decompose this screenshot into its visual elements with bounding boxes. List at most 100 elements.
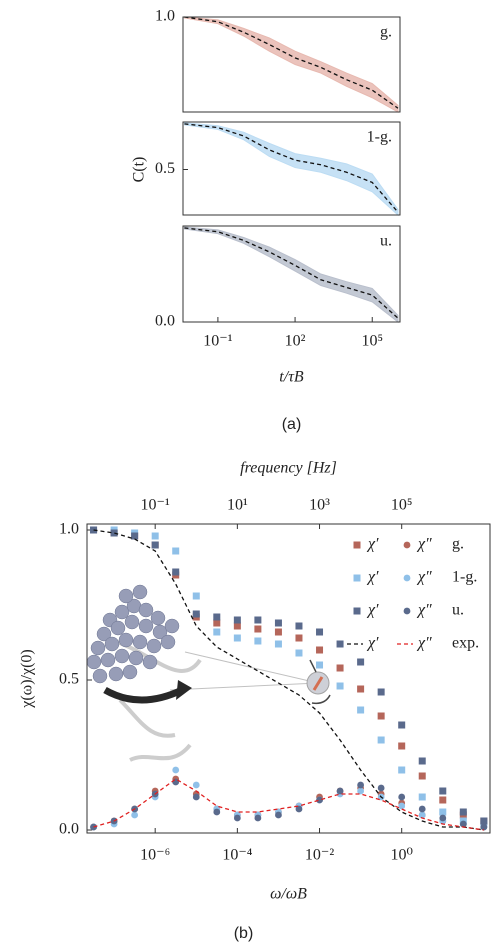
uncertainty-band	[183, 16, 399, 113]
rotation-arrow	[103, 686, 184, 704]
guide-line	[169, 682, 319, 691]
chi-prime-point	[213, 628, 221, 636]
plot-area	[90, 526, 488, 831]
legend-label: χ″	[416, 569, 432, 586]
chi-double-prime-point	[316, 796, 323, 804]
chi-prime-point	[439, 808, 447, 816]
x2-tick-label: 10⁻¹	[141, 497, 170, 514]
rotation-arrowhead	[176, 680, 192, 700]
chi-prime-point	[254, 616, 262, 624]
particle-axis	[312, 676, 324, 691]
caption: (a)	[282, 416, 302, 433]
chi-prime-point	[110, 529, 118, 537]
chi-prime-point	[398, 721, 406, 729]
x2-tick-label: 10⁵	[391, 497, 413, 514]
chi-prime-point	[131, 532, 139, 540]
chi-double-prime-point	[192, 793, 200, 801]
x-tick-label: 10²	[285, 333, 306, 350]
y-axis-label: χ(ω)/χ(0)	[19, 649, 36, 709]
plot-frame	[86, 523, 491, 834]
chi-prime-point	[398, 742, 406, 750]
legend-group-label: exp.	[452, 635, 479, 652]
chi-prime-point	[377, 736, 385, 744]
chi-prime-point	[418, 772, 426, 780]
chi-prime-point	[151, 541, 159, 549]
chi-prime-point	[213, 619, 221, 627]
legend-marker	[353, 541, 361, 549]
chi-prime-point	[316, 646, 324, 654]
chi-prime-point	[357, 685, 365, 693]
legend-marker	[353, 607, 361, 615]
chi-double-prime-point	[398, 802, 406, 810]
panel-frame	[182, 225, 401, 323]
legend-label: χ″	[416, 536, 432, 553]
guide-line	[184, 651, 319, 684]
chi-prime-point	[336, 682, 344, 690]
x-axis-label: ω/ωB	[270, 886, 307, 903]
x-tick-label: 10⁻⁴	[222, 847, 252, 864]
chi-prime-point	[254, 625, 262, 633]
legend-group-label: 1-g.	[452, 569, 477, 586]
x-tick-label: 10⁰	[390, 847, 412, 864]
legend-label: χ′	[366, 635, 379, 652]
chi-double-prime-point	[233, 814, 241, 822]
y-axis-label: C(t)	[131, 157, 148, 183]
chi-prime-point	[233, 634, 241, 642]
particle-rotation	[311, 694, 331, 705]
chi-prime-point	[192, 592, 200, 600]
chi-double-prime-point	[172, 778, 180, 786]
chi-prime-point	[172, 568, 180, 576]
chi-prime-point	[439, 787, 447, 795]
legend-group-label: g.	[452, 536, 464, 553]
chi-prime-point	[316, 628, 324, 636]
chi-double-prime-point	[418, 811, 426, 819]
chi-prime-point	[172, 547, 180, 555]
legend-marker	[403, 574, 411, 582]
chi-double-prime-point	[192, 781, 200, 789]
chi-prime-point	[213, 613, 221, 621]
chi-prime-point	[377, 712, 385, 720]
legend-marker	[353, 574, 361, 582]
mean-line	[184, 227, 399, 319]
legend-marker	[403, 541, 411, 549]
chi-double-prime-point	[357, 781, 365, 789]
panel-frame	[182, 121, 401, 216]
legend-label: χ′	[366, 569, 379, 586]
mean-line	[184, 16, 399, 109]
chi-double-prime-point	[377, 784, 385, 792]
polymer-blob	[86, 584, 180, 684]
x2-tick-label: 10³	[309, 497, 330, 514]
chi-prime-point	[418, 757, 426, 765]
chi-prime-point	[316, 661, 324, 669]
chi-prime-point	[377, 688, 385, 696]
uncertainty-band	[183, 226, 399, 324]
chi-double-prime-point	[213, 808, 221, 816]
chi-prime-point	[151, 532, 159, 540]
panel-frame	[182, 16, 401, 113]
chi-prime-point	[336, 640, 344, 648]
chi-prime-point	[459, 808, 467, 816]
chi-double-prime-point	[418, 805, 426, 813]
panel-label: g.	[380, 24, 392, 41]
chi-prime-point	[254, 637, 262, 645]
legend-marker	[403, 607, 411, 615]
y-tick-label: 1.0	[155, 8, 175, 25]
x2-axis-label: frequency [Hz]	[240, 460, 337, 477]
legend-label: χ′	[366, 536, 379, 553]
chi-double-prime-point	[172, 766, 180, 774]
chi-prime-point	[233, 616, 241, 624]
chi-prime-point	[274, 619, 282, 627]
chi-double-prime-point	[295, 805, 303, 813]
x-tick-label: 10⁵	[361, 333, 383, 350]
chi-prime-point	[357, 706, 365, 714]
chi-prime-point	[274, 640, 282, 648]
chi-prime-point	[480, 817, 488, 825]
exp-line	[93, 778, 484, 831]
legend-label: χ′	[366, 602, 379, 619]
chi-prime-point	[398, 766, 406, 774]
inset-illustration	[86, 584, 331, 762]
chi-prime-point	[439, 796, 447, 804]
chi-prime-point	[192, 610, 200, 618]
y-tick-label: 0.0	[59, 821, 79, 838]
x-tick-label: 10⁻¹	[203, 333, 232, 350]
